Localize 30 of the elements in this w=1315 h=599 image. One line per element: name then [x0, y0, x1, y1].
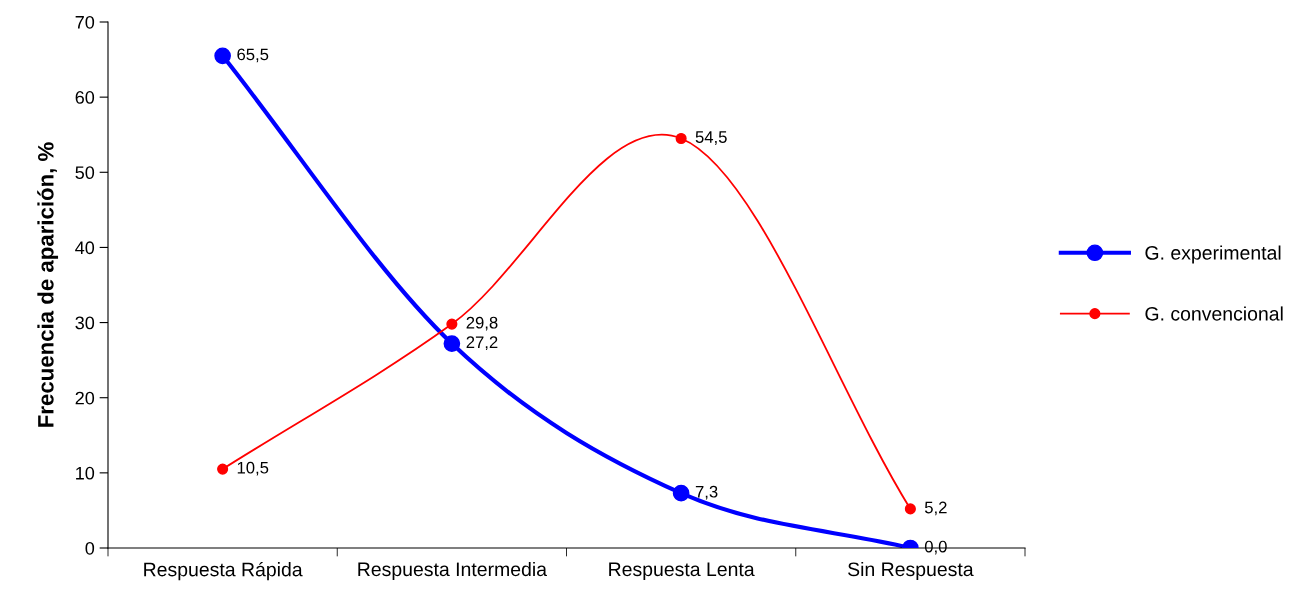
point	[446, 318, 458, 330]
point	[214, 47, 231, 65]
point	[217, 463, 229, 475]
data-label: 10,5	[237, 461, 269, 476]
point	[672, 484, 690, 502]
y-axis-title: Frecuencia de aparición, %	[37, 142, 59, 427]
y-tick-label: 60	[75, 91, 95, 104]
data-label: 5,2	[924, 501, 947, 516]
point	[675, 132, 687, 145]
point	[904, 503, 916, 515]
x-tick-label: Respuesta Intermedia	[358, 561, 547, 581]
legend-label: G. experimental	[1145, 245, 1281, 264]
y-tick-label: 30	[75, 316, 95, 330]
x-tick-label: Sin Respuesta	[848, 561, 974, 581]
y-tick-label: 10	[76, 466, 95, 480]
data-label: 27,2	[466, 336, 498, 351]
y-tick-label: 20	[75, 391, 95, 405]
legend-label: G. convencional	[1145, 306, 1283, 321]
data-label: 65,5	[237, 48, 269, 63]
y-tick-label: 50	[75, 166, 95, 180]
x-tick-label: Respuesta Rápida	[144, 561, 303, 581]
x-tick-label: Respuesta Lenta	[609, 562, 755, 581]
data-label: 29,8	[466, 316, 498, 331]
data-label: 7,3	[695, 485, 718, 500]
y-tick-label: 0	[85, 541, 95, 555]
y-tick-label: 40	[75, 241, 95, 255]
y-tick-label: 70	[75, 15, 95, 29]
point	[443, 335, 461, 352]
data-label: 54,5	[695, 131, 727, 145]
data-label: 0,0	[924, 540, 947, 555]
